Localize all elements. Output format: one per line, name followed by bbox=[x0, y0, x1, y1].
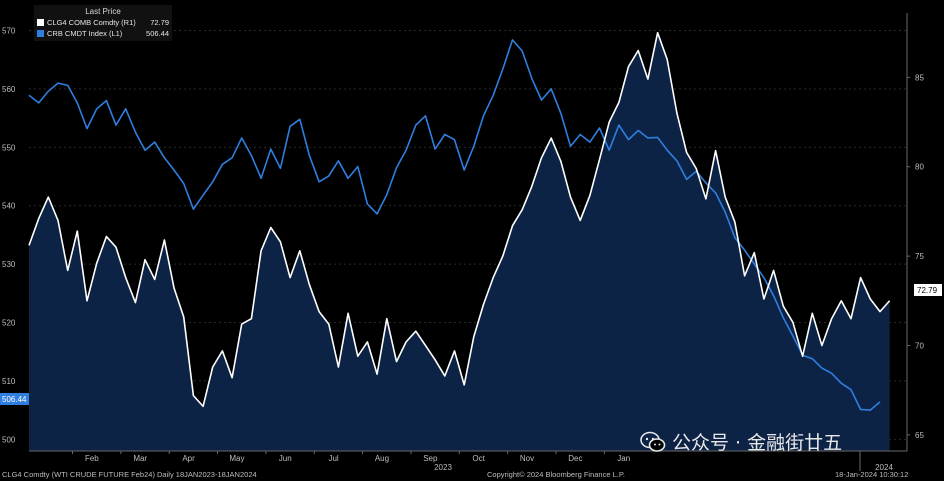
watermark: 公众号 · 金融街廿五 bbox=[640, 428, 842, 455]
left-tick-label: 570 bbox=[2, 27, 16, 36]
x-tick-label: Aug bbox=[375, 454, 389, 463]
right-tick-label: 80 bbox=[915, 163, 924, 172]
right-badge-text: 72.79 bbox=[917, 286, 938, 295]
left-tick-label: 560 bbox=[2, 85, 16, 94]
left-value-badge: 506.44 bbox=[0, 393, 29, 405]
legend-row-wti: CLG4 COMB Comdty (R1) 72.79 bbox=[37, 17, 169, 28]
year-label-2024: 2024 bbox=[875, 463, 893, 472]
x-tick-label: Mar bbox=[133, 454, 147, 463]
right-axis-ticks: 65 70 75 80 85 bbox=[907, 73, 924, 440]
legend-wti-value: 72.79 bbox=[150, 18, 169, 27]
x-tick-label: Jan bbox=[617, 454, 630, 463]
right-tick-label: 70 bbox=[915, 342, 924, 351]
x-tick-label: Jul bbox=[328, 454, 338, 463]
wti-swatch-icon bbox=[37, 19, 44, 26]
year-label-2023: 2023 bbox=[434, 463, 452, 472]
left-tick-label: 540 bbox=[2, 202, 16, 211]
left-tick-label: 500 bbox=[2, 435, 16, 444]
right-tick-label: 85 bbox=[915, 73, 924, 82]
legend-row-crb: CRB CMDT Index (L1) 506.44 bbox=[37, 28, 169, 39]
x-tick-label: Sep bbox=[423, 454, 438, 463]
left-tick-label: 510 bbox=[2, 377, 16, 386]
left-badge-text: 506.44 bbox=[2, 395, 27, 404]
x-tick-label: Oct bbox=[472, 454, 485, 463]
footer-left: CLG4 Comdty (WTI CRUDE FUTURE Feb24) Dai… bbox=[2, 470, 257, 479]
right-value-badge: 72.79 bbox=[914, 284, 942, 296]
legend-title: Last Price bbox=[85, 7, 121, 16]
x-tick-label: Apr bbox=[182, 454, 195, 463]
legend-wti-name: CLG4 COMB Comdty (R1) bbox=[47, 18, 136, 27]
legend-crb-value: 506.44 bbox=[146, 29, 169, 38]
x-tick-label: May bbox=[229, 454, 244, 463]
wechat-icon bbox=[640, 431, 666, 452]
wti-series-line bbox=[28, 31, 891, 408]
crb-swatch-icon bbox=[37, 30, 44, 37]
x-tick-label: Feb bbox=[85, 454, 99, 463]
footer-center: Copyright© 2024 Bloomberg Finance L.P. bbox=[487, 470, 625, 479]
right-tick-label: 75 bbox=[915, 252, 924, 261]
watermark-text: 公众号 · 金融街廿五 bbox=[672, 432, 843, 454]
x-tick-label: Dec bbox=[568, 454, 582, 463]
legend-crb-name: CRB CMDT Index (L1) bbox=[47, 29, 123, 38]
footer-right: 18-Jan-2024 10:30:12 bbox=[835, 470, 909, 479]
left-tick-label: 520 bbox=[2, 319, 16, 328]
right-tick-label: 65 bbox=[915, 431, 924, 440]
left-axis-ticks: 500 510 520 530 540 550 560 570 bbox=[2, 27, 16, 445]
left-tick-label: 530 bbox=[2, 260, 16, 269]
x-tick-label: Nov bbox=[520, 454, 534, 463]
left-tick-label: 550 bbox=[2, 143, 16, 152]
x-tick-label: Jun bbox=[279, 454, 292, 463]
legend: Last Price CLG4 COMB Comdty (R1) 72.79 C… bbox=[34, 5, 172, 41]
x-axis-ticks: Feb Mar Apr May Jun Jul Aug Sep Oct Nov Dec Jan 2023… bbox=[72, 451, 893, 472]
wti-area-fill bbox=[29, 32, 890, 451]
